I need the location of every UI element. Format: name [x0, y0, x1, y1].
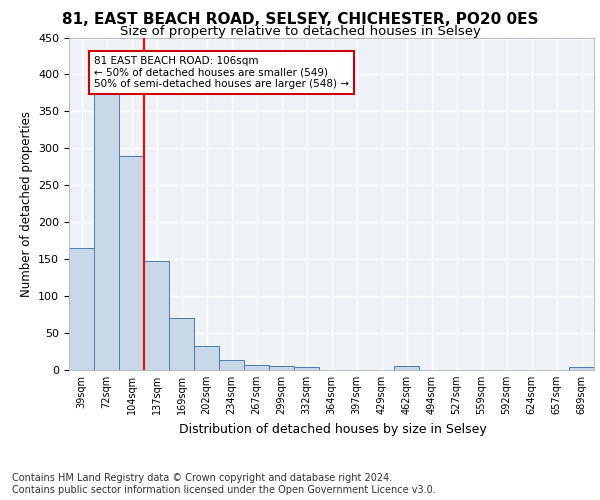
Bar — [244, 365, 269, 370]
Bar — [144, 260, 169, 370]
Bar — [294, 367, 319, 370]
Text: Size of property relative to detached houses in Selsey: Size of property relative to detached ho… — [119, 25, 481, 38]
Text: Contains HM Land Registry data © Crown copyright and database right 2024.
Contai: Contains HM Land Registry data © Crown c… — [12, 474, 436, 495]
Text: 81 EAST BEACH ROAD: 106sqm
← 50% of detached houses are smaller (549)
50% of sem: 81 EAST BEACH ROAD: 106sqm ← 50% of deta… — [94, 56, 349, 89]
Text: Distribution of detached houses by size in Selsey: Distribution of detached houses by size … — [179, 422, 487, 436]
Bar — [69, 248, 94, 370]
Bar — [194, 346, 219, 370]
Bar — [394, 366, 419, 370]
Text: 81, EAST BEACH ROAD, SELSEY, CHICHESTER, PO20 0ES: 81, EAST BEACH ROAD, SELSEY, CHICHESTER,… — [62, 12, 538, 28]
Bar — [119, 156, 144, 370]
Bar — [219, 360, 244, 370]
Bar — [169, 318, 194, 370]
Bar — [269, 366, 294, 370]
Y-axis label: Number of detached properties: Number of detached properties — [20, 111, 32, 296]
Bar — [94, 93, 119, 370]
Bar — [569, 367, 594, 370]
